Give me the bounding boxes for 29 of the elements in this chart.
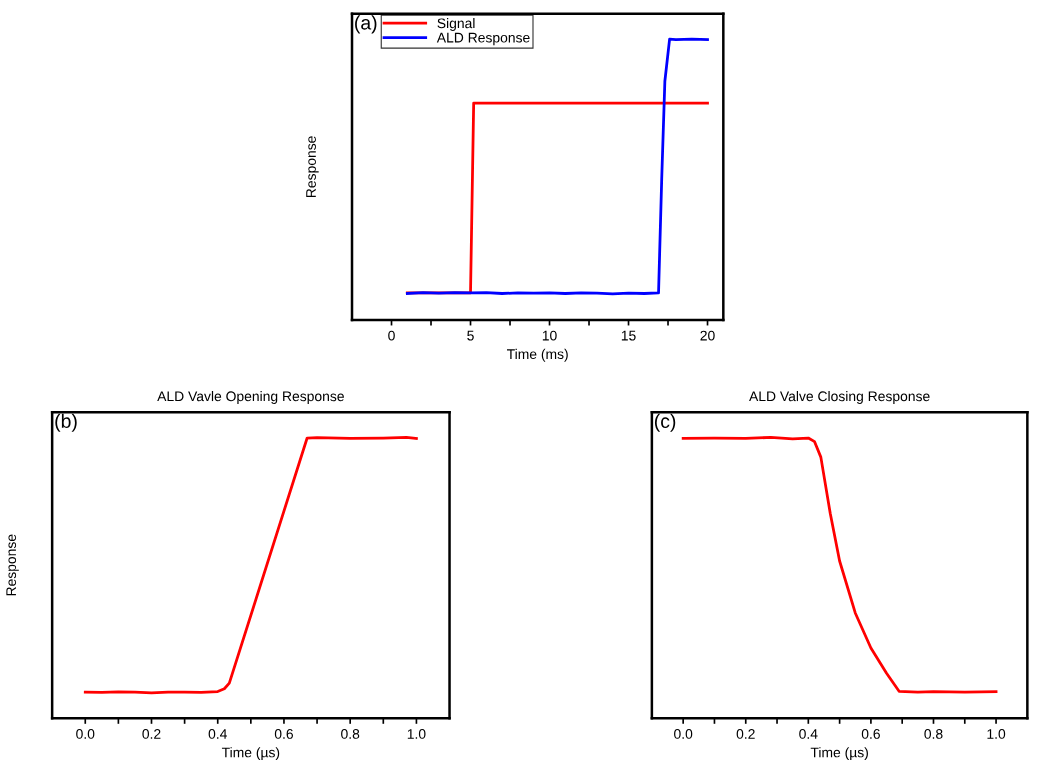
text: (b) [55,413,77,432]
x-tick-label: 20 [700,330,715,341]
x-axis-title: Time (ms) [507,348,568,362]
x-tick-label: 0.0 [76,729,95,739]
legend-label: ALD Response [436,32,530,46]
chart-title: ALD Valve Closing Response [749,391,930,404]
x-tick-label: 0.0 [674,729,693,739]
chart-title: ALD Vavle Opening Response [157,391,344,404]
x-axis-title: Time (µs) [810,747,868,761]
x-tick-label: 15 [621,330,636,341]
y-axis-title: Response [6,534,19,596]
x-tick-label: 0.6 [274,729,293,739]
text: (a) [355,15,377,34]
x-tick-label: 0.8 [341,729,360,739]
text: (c) [654,413,676,432]
x-tick-label: 5 [467,330,474,341]
legend-label: Signal [437,18,475,31]
x-tick-label: 1.0 [407,729,426,739]
x-axis-title: Time (µs) [221,747,280,761]
x-tick-label: 0.4 [208,729,227,739]
x-tick-label: 0 [388,330,395,341]
y-axis-title: Response [306,136,319,197]
x-tick-label: 0.2 [736,729,755,739]
x-tick-label: 0.4 [799,729,818,739]
x-tick-label: 0.8 [924,729,943,739]
x-tick-label: 1.0 [987,729,1006,739]
x-tick-label: 10 [542,330,557,341]
x-tick-label: 0.2 [142,729,161,739]
x-tick-label: 0.6 [861,729,880,739]
